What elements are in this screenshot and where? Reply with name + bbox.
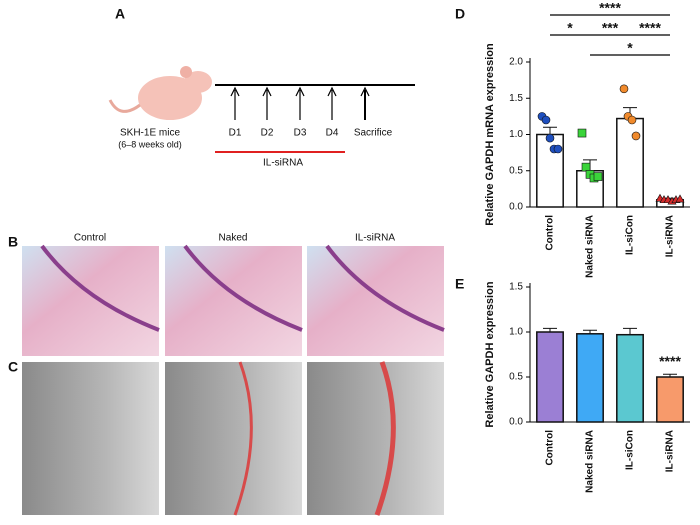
significance: *: [567, 20, 573, 36]
x-tick-label: IL-siCon: [625, 215, 636, 255]
bar: [616, 117, 644, 208]
day-label: Sacrifice: [354, 128, 393, 139]
x-tick-label: IL-siCon: [625, 430, 636, 470]
treatment-label: IL-siRNA: [263, 158, 303, 169]
y-tick-label: 2.0: [509, 57, 523, 68]
significance: ****: [599, 0, 621, 16]
panel-label: C: [8, 359, 18, 375]
y-axis-label: Relative GAPDH expression: [484, 281, 496, 427]
histology-image: [307, 246, 444, 356]
y-tick-label: 1.0: [509, 129, 523, 140]
arrow-head: [230, 86, 240, 97]
x-tick-label: IL-siRNA: [665, 430, 676, 472]
day-label: D2: [261, 128, 274, 139]
error-bar: [543, 126, 557, 135]
data-point: [593, 172, 603, 181]
x-tick-label: Control: [545, 215, 556, 251]
error-bar: [543, 327, 557, 332]
significance: ****: [659, 353, 681, 369]
panel-label: A: [115, 6, 125, 22]
fluorescence-signal: [374, 361, 396, 516]
bar: [656, 376, 684, 423]
panel-label: D: [455, 6, 465, 22]
x-tick-label: Control: [545, 430, 556, 466]
data-point: [675, 194, 685, 203]
panel-label: E: [455, 276, 464, 292]
data-point: [581, 162, 591, 172]
data-point: [577, 128, 587, 138]
data-point: [545, 133, 555, 143]
y-tick-label: 0.0: [509, 417, 523, 428]
histology-image: [22, 246, 159, 356]
error-bar: [583, 329, 597, 334]
y-tick-label: 1.5: [509, 282, 523, 293]
y-tick-label: 0.0: [509, 202, 523, 213]
y-tick-label: 0.5: [509, 372, 523, 383]
epidermis: [40, 244, 160, 332]
day-label: D4: [326, 128, 339, 139]
y-tick-label: 0.5: [509, 165, 523, 176]
bar: [536, 331, 564, 423]
column-label: Control: [74, 233, 106, 244]
x-tick-label: Naked siRNA: [585, 215, 596, 278]
arrow-head: [327, 86, 337, 97]
data-point: [553, 144, 563, 154]
day-label: D1: [229, 128, 242, 139]
fluorescence-image: [22, 362, 159, 515]
data-point: [631, 131, 641, 141]
data-point: [627, 115, 637, 125]
epidermis: [183, 244, 303, 332]
mouse-strain: SKH-1E mice: [120, 128, 180, 139]
x-tick-label: Naked siRNA: [585, 430, 596, 493]
arrow-head: [262, 86, 272, 97]
mouse-age: (6–8 weeks old): [118, 139, 182, 149]
column-label: Naked: [219, 233, 248, 244]
mouse-icon: [108, 66, 212, 120]
day-label: D3: [294, 128, 307, 139]
data-point: [541, 115, 551, 125]
x-tick-label: IL-siRNA: [665, 215, 676, 257]
significance: *: [627, 40, 633, 56]
fluorescence-image: [165, 362, 302, 515]
fluorescence-signal: [233, 361, 253, 516]
error-bar: [623, 327, 637, 335]
data-point: [619, 84, 629, 94]
fluorescence-image: [307, 362, 444, 515]
histology-image: [165, 246, 302, 356]
bar: [576, 333, 604, 423]
y-tick-label: 1.0: [509, 327, 523, 338]
panel-label: B: [8, 234, 18, 250]
epidermis: [325, 244, 445, 332]
bar: [616, 333, 644, 423]
error-bar: [663, 373, 677, 377]
significance: ***: [602, 20, 619, 36]
arrow-head: [360, 86, 370, 97]
significance: ****: [639, 20, 661, 36]
y-tick-label: 1.5: [509, 93, 523, 104]
arrow-head: [295, 86, 305, 97]
y-axis-label: Relative GAPDH mRNA expression: [484, 43, 496, 226]
column-label: IL-siRNA: [355, 233, 395, 244]
